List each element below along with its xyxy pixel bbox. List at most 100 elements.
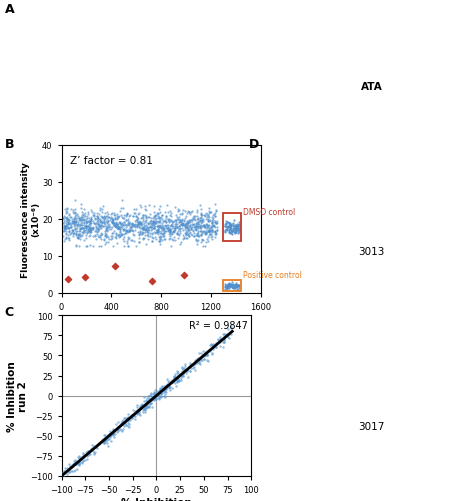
Point [225, 221, 233, 229]
Point [182, 229, 190, 237]
Point [219, 330, 227, 338]
Point [147, 392, 155, 400]
Point [156, 389, 164, 397]
Point [165, 218, 173, 226]
Point [173, 230, 181, 238]
Point [99, 230, 106, 238]
Point [73, 457, 80, 465]
Point [77, 224, 84, 232]
Point [139, 215, 147, 223]
Point [76, 235, 83, 243]
Point [94, 217, 102, 225]
Point [188, 231, 196, 239]
Point [194, 237, 201, 245]
Point [132, 409, 140, 417]
Point [219, 338, 227, 346]
Point [133, 222, 141, 230]
Point [74, 220, 82, 228]
Point [59, 214, 67, 222]
Point [84, 243, 91, 251]
Point [199, 228, 207, 236]
Point [113, 222, 120, 230]
Point [77, 224, 84, 232]
Point [164, 226, 171, 234]
Point [202, 221, 210, 229]
Point [153, 219, 160, 227]
Point [219, 343, 227, 351]
Point [173, 369, 181, 377]
Point [220, 335, 228, 343]
Point [227, 282, 234, 290]
Point [190, 361, 197, 369]
Point [157, 387, 164, 395]
Point [77, 200, 85, 208]
Point [196, 221, 203, 229]
Point [56, 472, 64, 480]
Point [141, 408, 149, 416]
Point [206, 347, 214, 355]
Point [95, 243, 103, 251]
Point [100, 235, 108, 243]
Point [103, 232, 110, 240]
Point [206, 228, 213, 236]
Point [96, 222, 104, 230]
Point [114, 224, 121, 232]
Point [105, 213, 113, 221]
Point [222, 226, 230, 234]
Point [103, 439, 111, 447]
Point [99, 438, 106, 446]
Point [146, 395, 154, 403]
Point [174, 371, 182, 379]
Point [181, 362, 189, 370]
Point [170, 373, 177, 381]
Point [176, 217, 183, 225]
Point [137, 214, 144, 222]
Point [197, 232, 205, 240]
Point [78, 219, 85, 227]
Point [87, 242, 94, 250]
Point [69, 216, 76, 224]
Point [55, 476, 63, 484]
Point [89, 233, 97, 241]
Point [87, 446, 95, 454]
Point [99, 208, 106, 216]
Point [227, 222, 235, 230]
Point [64, 218, 72, 226]
Point [109, 223, 116, 231]
Point [69, 461, 77, 469]
Point [169, 228, 176, 236]
Point [154, 215, 162, 223]
Point [155, 388, 163, 396]
Point [78, 215, 86, 223]
Point [182, 234, 190, 242]
Point [128, 220, 136, 228]
Point [173, 223, 180, 231]
Point [158, 236, 166, 244]
Point [121, 229, 128, 237]
Point [213, 226, 220, 234]
Point [118, 221, 126, 229]
Point [157, 233, 164, 241]
Point [108, 234, 116, 242]
Point [194, 231, 202, 239]
Point [123, 421, 130, 429]
Point [236, 219, 243, 227]
Point [80, 219, 88, 227]
Point [202, 229, 210, 237]
Point [99, 215, 107, 223]
Point [93, 216, 100, 224]
Point [132, 409, 139, 417]
Point [112, 221, 119, 229]
Point [70, 218, 78, 226]
Point [93, 231, 101, 239]
Point [149, 395, 156, 403]
Point [79, 455, 87, 463]
Point [166, 226, 173, 234]
Point [191, 216, 199, 224]
Point [170, 372, 178, 380]
Point [78, 459, 86, 467]
Point [204, 350, 211, 358]
Point [64, 224, 72, 232]
Point [229, 222, 237, 230]
Point [86, 226, 93, 234]
